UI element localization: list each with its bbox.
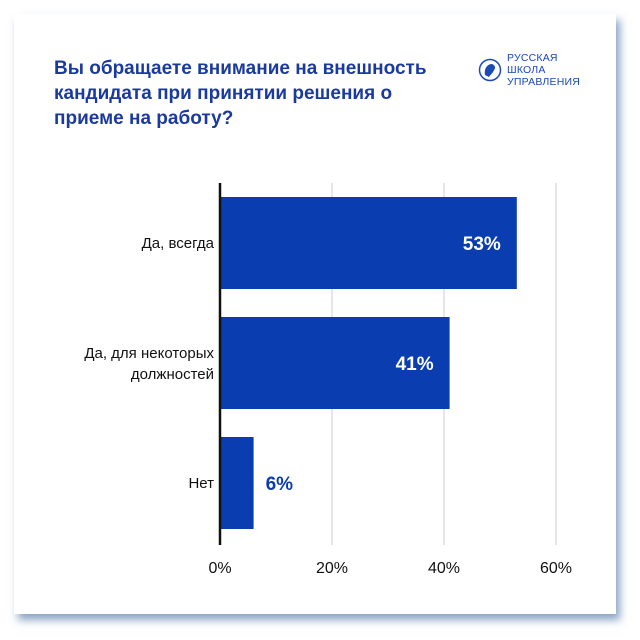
bar — [220, 197, 517, 289]
data-label: 53% — [463, 234, 501, 255]
data-label: 6% — [266, 474, 294, 495]
x-tick-label: 40% — [428, 560, 460, 577]
logo-text: РУССКАЯ ШКОЛА УПРАВЛЕНИЯ — [507, 52, 581, 88]
category-label: Да, всегда — [141, 235, 214, 252]
x-tick-label: 60% — [540, 560, 572, 577]
bar — [220, 317, 450, 409]
x-tick-label: 0% — [208, 560, 231, 577]
data-label: 41% — [396, 354, 434, 375]
logo-emblem-icon — [478, 58, 502, 82]
logo: РУССКАЯ ШКОЛА УПРАВЛЕНИЯ — [478, 52, 580, 88]
category-label: Нет — [188, 475, 214, 492]
bar — [220, 437, 254, 529]
x-tick-label: 20% — [316, 560, 348, 577]
chart-card — [14, 14, 616, 614]
chart-title: Вы обращаете внимание на внешность канди… — [54, 58, 427, 129]
category-label: Да, для некоторых должностей — [84, 345, 214, 383]
